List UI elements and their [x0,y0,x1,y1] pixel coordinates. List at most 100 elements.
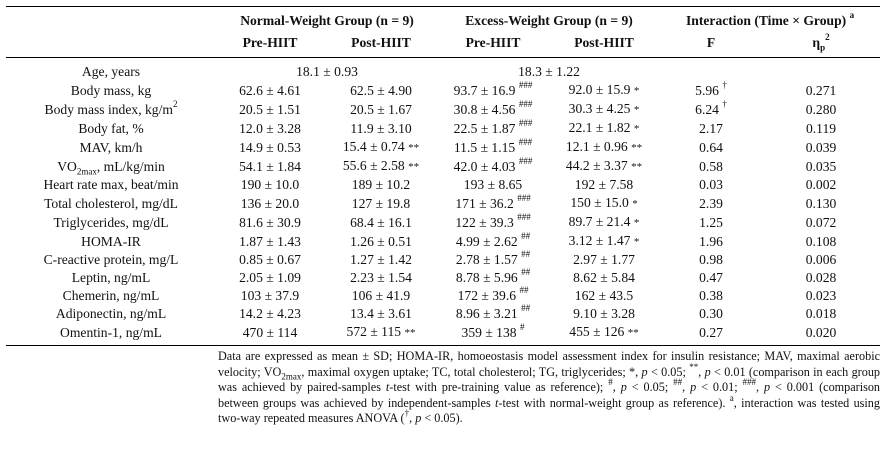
fn-text: < 0.05; [647,364,690,379]
header-interaction-sup: a [849,10,855,21]
ew-pre-cell: 42.0 ± 4.03 ### [438,156,548,176]
group-significance-mark: ## [521,249,531,260]
group-significance-mark: ### [517,192,531,203]
nw-post-value: 1.26 ± 0.51 [350,233,412,249]
eta-value: 0.039 [805,139,837,155]
significance-mark: * [633,123,640,135]
f-value: 1.96 [699,233,723,249]
f-value: 0.03 [699,177,723,192]
row-label: Body fat, % [6,119,216,138]
ew-post-value: 30.3 ± 4.25 [568,101,631,116]
eta-value: 0.006 [805,252,837,267]
ew-pre-cell: 8.96 ± 3.21 ## [438,304,548,323]
f-value: 1.25 [699,214,723,230]
f-cell: 2.39 [660,194,762,213]
fn-sup: † [404,408,410,419]
row-label-text: Triglycerides, mg/dL [53,214,169,230]
f-value [660,58,762,82]
f-cell: 5.96 † [660,79,762,100]
ew-pre-value: 171 ± 36.2 [455,195,514,211]
f-value: 0.30 [699,306,723,321]
nw-post-cell: 572 ± 115 ** [324,323,439,346]
ew-post-value: 9.10 ± 3.28 [573,306,635,321]
fn-sub: 2max [281,371,302,382]
f-value: 0.64 [699,139,723,155]
row-label: VO2max, mL/kg/min [6,157,216,176]
f-value: 5.96 [695,82,719,98]
f-cell: 0.98 [660,251,762,269]
header-interaction: Interaction (Time × Group) a [660,6,881,32]
group-significance-mark: ### [518,98,533,109]
f-value: 2.39 [699,195,723,211]
header-nw-post: Post-HIIT [324,32,439,58]
f-value: 0.47 [699,270,723,285]
nw-post-value: 13.4 ± 3.61 [350,306,412,321]
group-significance-mark: ### [518,136,533,147]
nw-post-value: 55.6 ± 2.58 [342,158,405,173]
row-label-text: Body fat, % [78,120,144,136]
ew-post-value: 162 ± 43.5 [574,288,634,303]
nw-post-value: 572 ± 115 [346,324,402,339]
ew-post-value: 8.62 ± 5.84 [573,270,635,285]
eta-value: 0.280 [805,101,837,117]
f-cell: 0.58 [660,157,762,176]
ew-post-cell: 8.62 ± 5.84 [548,269,660,287]
header-empty-cell [6,32,216,58]
ew-post-cell: 89.7 ± 21.4 * [548,213,660,232]
nw-post-value: 2.23 ± 1.54 [350,270,412,285]
ew-post-value: 89.7 ± 21.4 [568,214,631,229]
table-row: Omentin-1, ng/mL 470 ± 114 572 ± 115 ** 359… [6,322,881,346]
significance-mark: ** [631,142,643,154]
ew-post-cell: 44.2 ± 3.37 ** [548,157,660,176]
fn-text: , [756,380,764,395]
ew-pre-value: 8.78 ± 5.96 [455,270,518,285]
nw-post-value: 11.9 ± 3.10 [350,120,412,136]
eta-value [762,58,880,82]
eta-value: 0.035 [805,158,837,174]
nw-pre-value: 81.6 ± 30.9 [239,214,301,230]
f-cell: 0.38 [660,287,762,305]
row-label-text: Adiponectin, ng/mL [55,306,167,321]
nw-pre-value: 103 ± 37.9 [240,288,300,303]
header-ew-post: Post-HIIT [548,32,661,58]
nw-pre-value: 12.0 ± 3.28 [239,120,301,136]
header-normal-weight-group: Normal-Weight Group (n = 9) [216,6,439,32]
ew-pre-cell: 30.8 ± 4.56 ### [438,98,548,119]
nw-post-value: 127 ± 19.8 [351,195,411,211]
ew-pre-value: 2.78 ± 1.57 [455,252,518,267]
ew-pre-cell: 193 ± 8.65 [438,176,548,194]
ew-pre-value: 93.7 ± 16.9 [453,82,516,98]
nw-post-value: 106 ± 41.9 [351,288,411,303]
nw-post-cell: 1.27 ± 1.42 [324,251,438,269]
row-label: Heart rate max, beat/min [6,176,216,194]
significance-mark: ** [408,161,420,173]
fn-sup: ## [673,377,683,388]
significance-mark: ** [408,142,420,154]
ew-pre-value: 11.5 ± 1.15 [453,139,516,155]
nw-merged-value: 18.1 ± 0.93 [296,64,358,79]
nw-post-value: 20.5 ± 1.67 [350,101,412,117]
f-cell: 0.03 [660,176,762,194]
ew-post-cell: 9.10 ± 3.28 [548,305,660,323]
eta-value: 0.108 [805,233,837,249]
f-cell: 1.25 [660,213,762,232]
f-cell: 0.30 [660,305,762,323]
interaction-mark: † [722,79,727,90]
ew-pre-value: 122 ± 39.3 [455,214,514,230]
table-row: Adiponectin, ng/mL 14.2 ± 4.23 13.4 ± 3.61… [6,304,880,323]
nw-post-cell: 1.26 ± 0.51 [324,232,438,251]
significance-mark: * [633,85,640,97]
ew-pre-cell: 172 ± 39.6 ## [438,286,548,305]
ew-post-cell: 3.12 ± 1.47 * [548,232,660,251]
ew-merged-value: 18.3 ± 1.22 [518,64,580,79]
header-f: F [660,32,763,58]
fn-sup: a [729,392,734,403]
ew-pre-value: 172 ± 39.6 [457,288,517,303]
group-significance-mark: ## [521,230,531,241]
row-label: Triglycerides, mg/dL [6,213,216,232]
group-significance-mark: ## [521,267,531,278]
nw-pre-value: 54.1 ± 1.84 [239,158,301,174]
row-label-text: Body mass, kg [70,82,152,98]
eta-value: 0.028 [805,270,837,285]
